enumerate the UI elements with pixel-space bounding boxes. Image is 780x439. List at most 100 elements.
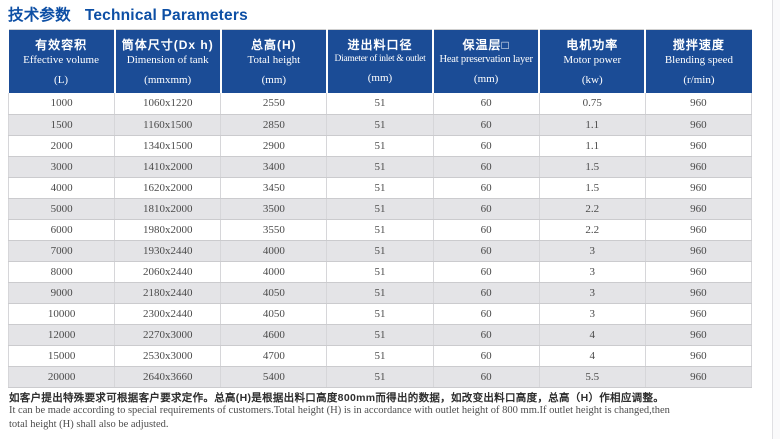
- table-cell: 960: [645, 219, 753, 241]
- table-row: 4000 1620x2000 3450 51 60 1.5 960: [7, 177, 753, 199]
- technical-parameters-table: 有效容积 Effective volume (L) 筒体尺寸(Dx h) Dimensi…: [7, 29, 753, 388]
- column-header-en: Effective volume: [23, 54, 99, 66]
- table-cell: 1.1: [539, 114, 646, 136]
- column-header-2: 总高(H) Total height (mm): [220, 29, 328, 93]
- column-header-5: 电机功率 Motor power (kw): [539, 29, 647, 93]
- table-cell: 60: [433, 345, 540, 367]
- table-cell: 4000: [220, 261, 328, 283]
- column-header-en: Total height: [247, 54, 301, 66]
- table-cell: 960: [645, 135, 753, 157]
- table-row: 20000 2640x3660 5400 51 60 5.5 960: [7, 366, 753, 388]
- table-cell: 5.5: [539, 366, 646, 388]
- table-cell: 51: [326, 135, 434, 157]
- column-header-en: Dimension of tank: [126, 54, 209, 66]
- table-cell: 1500: [7, 114, 116, 136]
- table-cell: 1060x1220: [114, 93, 222, 115]
- footnote-en-line2: total height (H) shall also be adjusted.: [9, 419, 169, 430]
- table-cell: 3000: [7, 156, 116, 178]
- table-cell: 9000: [7, 282, 116, 304]
- table-cell: 960: [645, 198, 753, 220]
- table-cell: 60: [433, 93, 540, 115]
- table-cell: 2640x3660: [114, 366, 222, 388]
- table-cell: 1.5: [539, 156, 646, 178]
- table-cell: 960: [645, 303, 753, 325]
- column-header-en: Motor power: [563, 54, 622, 66]
- table-cell: 4000: [7, 177, 116, 199]
- table-cell: 960: [645, 177, 753, 199]
- table-header: 有效容积 Effective volume (L) 筒体尺寸(Dx h) Dimensi…: [8, 29, 752, 93]
- table-cell: 51: [326, 198, 434, 220]
- table-cell: 15000: [7, 345, 116, 367]
- column-header-en: Heat preservation layer: [439, 54, 533, 65]
- table-cell: 1620x2000: [114, 177, 222, 199]
- column-header-unit: (kw): [581, 74, 603, 86]
- column-header-zh: 进出料口径: [347, 38, 413, 52]
- table-cell: 960: [645, 156, 753, 178]
- table-cell: 4700: [220, 345, 328, 367]
- table-cell: 51: [326, 93, 434, 115]
- column-header-zh: 电机功率: [566, 38, 619, 52]
- table-cell: 960: [645, 282, 753, 304]
- table-row: 9000 2180x2440 4050 51 60 3 960: [7, 282, 753, 304]
- table-cell: 51: [326, 282, 434, 304]
- table-cell: 10000: [7, 303, 116, 325]
- table-cell: 960: [645, 261, 753, 283]
- table-cell: 51: [326, 303, 434, 325]
- table-cell: 3450: [220, 177, 328, 199]
- table-row: 1500 1160x1500 2850 51 60 1.1 960: [7, 114, 753, 136]
- table-cell: 1.5: [539, 177, 646, 199]
- table-cell: 4: [539, 324, 646, 346]
- table-cell: 4050: [220, 282, 328, 304]
- column-header-unit: (mm): [473, 73, 499, 85]
- table-cell: 960: [645, 324, 753, 346]
- table-cell: 51: [326, 345, 434, 367]
- table-cell: 2270x3000: [114, 324, 222, 346]
- table-cell: 51: [326, 177, 434, 199]
- table-cell: 12000: [7, 324, 116, 346]
- table-cell: 2530x3000: [114, 345, 222, 367]
- table-cell: 1410x2000: [114, 156, 222, 178]
- table-cell: 5000: [7, 198, 116, 220]
- table-cell: 60: [433, 198, 540, 220]
- table-cell: 2180x2440: [114, 282, 222, 304]
- table-cell: 3: [539, 240, 646, 262]
- table-row: 12000 2270x3000 4600 51 60 4 960: [7, 324, 753, 346]
- table-cell: 2.2: [539, 219, 646, 241]
- table-cell: 2550: [220, 93, 328, 115]
- page-edge-divider: [772, 0, 773, 439]
- page-title: 技术参数 Technical Parameters: [8, 3, 248, 25]
- table-row: 7000 1930x2440 4000 51 60 3 960: [7, 240, 753, 262]
- table-cell: 60: [433, 177, 540, 199]
- table-cell: 960: [645, 240, 753, 262]
- table-cell: 3400: [220, 156, 328, 178]
- table-cell: 51: [326, 240, 434, 262]
- table-cell: 1810x2000: [114, 198, 222, 220]
- column-header-en: Blending speed: [664, 54, 733, 66]
- footnote-zh: 如客户提出特殊要求可根据客户要求定作。总高(H)是根据出料口高度800mm而得出…: [9, 392, 665, 404]
- table-cell: 3500: [220, 198, 328, 220]
- table-row: 2000 1340x1500 2900 51 60 1.1 960: [7, 135, 753, 157]
- column-header-zh: 总高(H): [251, 38, 297, 52]
- table-cell: 4600: [220, 324, 328, 346]
- table-cell: 960: [645, 114, 753, 136]
- table-header-row: 有效容积 Effective volume (L) 筒体尺寸(Dx h) Dimensi…: [8, 29, 752, 93]
- column-header-zh: 筒体尺寸(Dx h): [121, 38, 214, 52]
- table-cell: 7000: [7, 240, 116, 262]
- table-row: 15000 2530x3000 4700 51 60 4 960: [7, 345, 753, 367]
- table-row: 10000 2300x2440 4050 51 60 3 960: [7, 303, 753, 325]
- table-cell: 60: [433, 156, 540, 178]
- table-cell: 51: [326, 261, 434, 283]
- page-edge-strip: [773, 0, 780, 439]
- table-cell: 2900: [220, 135, 328, 157]
- table-cell: 60: [433, 240, 540, 262]
- table-cell: 3: [539, 303, 646, 325]
- table-cell: 60: [433, 261, 540, 283]
- table-body: 1000 1060x1220 2550 51 60 0.75 960 1500 1160x150…: [7, 93, 753, 388]
- table-cell: 60: [433, 303, 540, 325]
- table-cell: 4000: [220, 240, 328, 262]
- table-cell: 2000: [7, 135, 116, 157]
- table-cell: 2850: [220, 114, 328, 136]
- table-cell: 60: [433, 135, 540, 157]
- table-cell: 960: [645, 366, 753, 388]
- table-cell: 6000: [7, 219, 116, 241]
